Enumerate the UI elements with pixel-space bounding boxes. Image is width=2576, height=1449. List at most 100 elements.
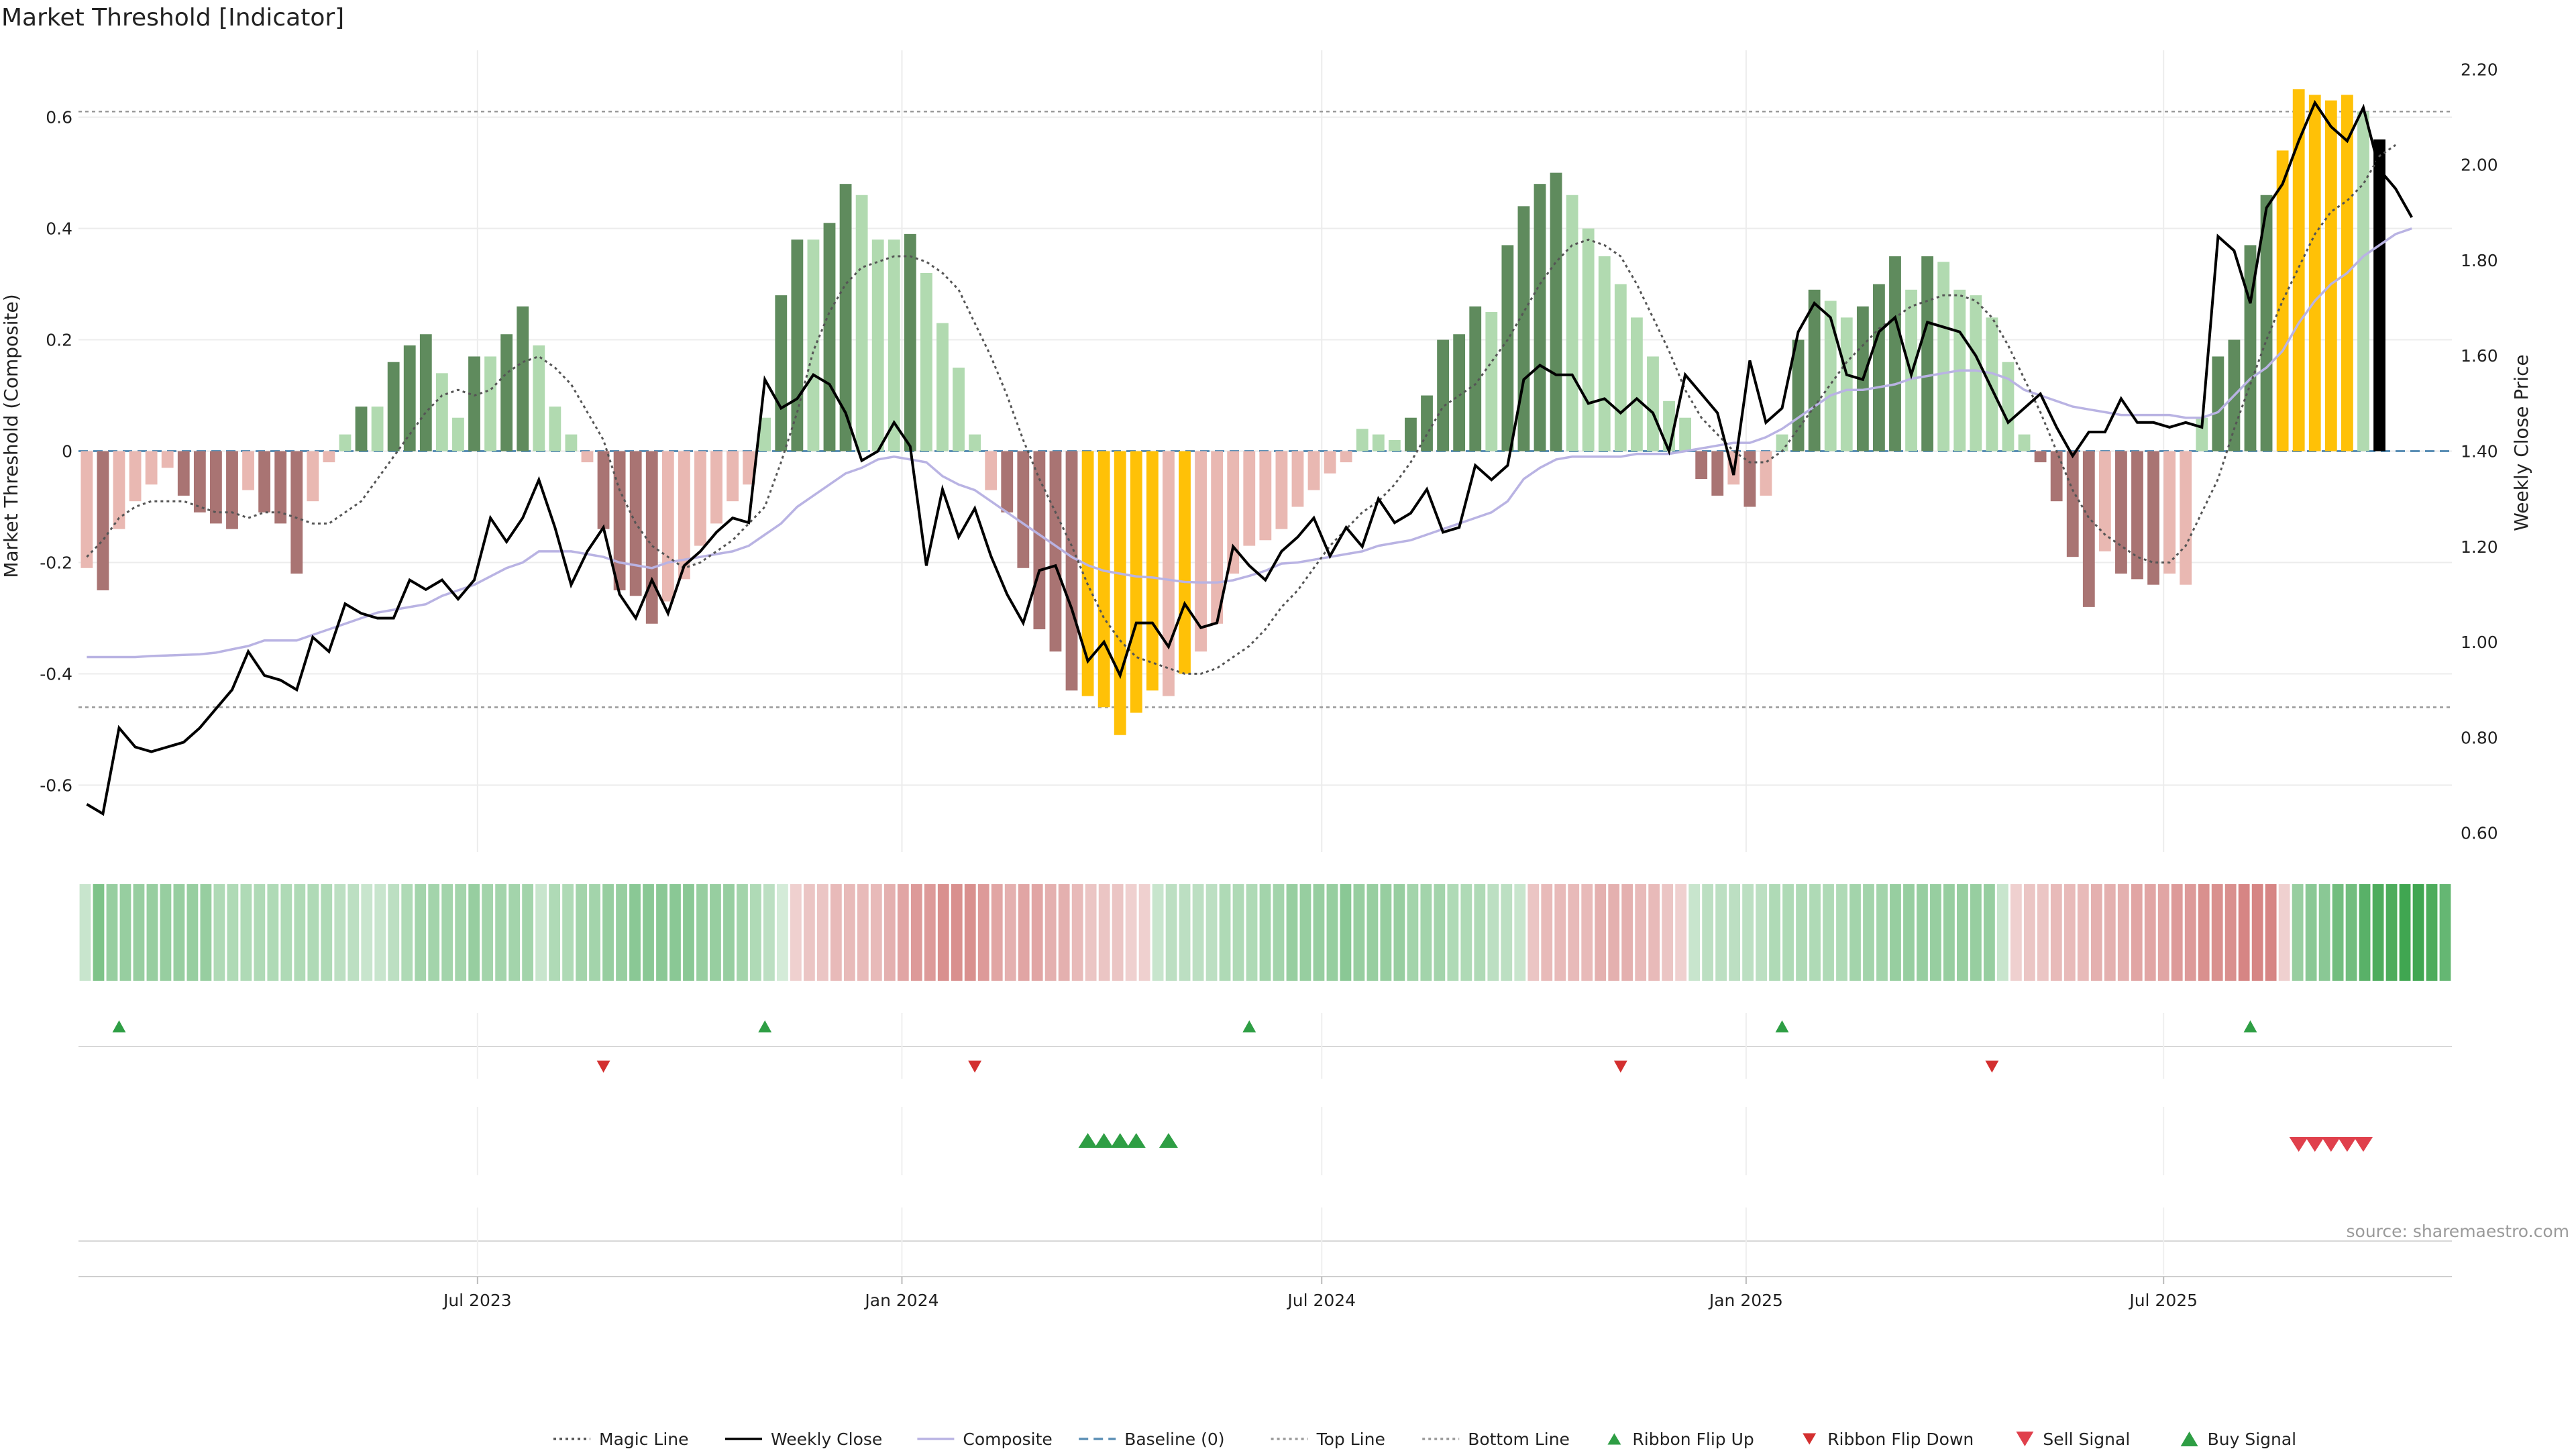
composite-bar [985,451,998,490]
ribbon-cell [1165,884,1177,981]
right-tick-label: 1.00 [2461,633,2498,652]
ribbon-cell [2063,884,2076,981]
ribbon-cell [1434,884,1446,981]
buy-signal-marker [1110,1133,1130,1148]
composite-bar [661,451,674,602]
composite-bar [791,239,804,451]
composite-bar [936,323,949,451]
composite-bar [1889,256,1901,451]
composite-bar [1453,334,1466,451]
composite-bar [2357,111,2369,451]
ribbon-cell [1568,884,1580,981]
ribbon-cell [910,884,922,981]
ribbon-cell [951,884,963,981]
composite-bar [1065,451,1078,691]
composite-bar [161,451,174,468]
ribbon-cell [750,884,761,981]
ribbon-cell [1729,884,1740,981]
composite-bar [1647,356,1659,451]
composite-bar [1388,439,1401,451]
composite-bar [2373,139,2385,451]
ribbon-flip-up-marker [1775,1020,1789,1032]
composite-bar [1437,339,1449,451]
composite-bar [533,345,545,451]
legend-item: Baseline (0) [1079,1430,1225,1449]
ribbon-cell [1004,884,1016,981]
ribbon-cell [267,884,279,981]
composite-bar [1324,451,1336,474]
composite-bar [1679,417,1692,451]
buy-signal-marker [1159,1133,1178,1148]
reference-lines [78,111,2452,708]
right-axis-label: Weekly Close Price [2510,354,2532,531]
ribbon-cell [1702,884,1714,981]
ribbon-cell [2439,884,2451,981]
composite-bar [1114,451,1126,735]
ribbon-cell [763,884,775,981]
composite-bar [1485,312,1498,451]
composite-bar [565,434,578,451]
ribbon-cell [2426,884,2438,981]
legend-swatch [1803,1433,1817,1445]
composite-bar [2131,451,2143,580]
ribbon-cell [240,884,252,981]
composite-bar [549,407,561,451]
composite-bar [1808,289,1821,451]
right-tick-label: 0.60 [2461,824,2498,843]
composite-bar [807,239,820,451]
ribbon-cell [2198,884,2210,981]
ribbon-cell [1608,884,1620,981]
legend-swatch [2016,1431,2034,1447]
composite-bar [1130,451,1142,713]
ribbon-flip-panel [78,1013,2452,1079]
weekly-close-line [86,100,2413,816]
ribbon-cell [1125,884,1137,981]
ribbon-cell [2171,884,2183,981]
ribbon-cell [2224,884,2237,981]
x-axis: Jul 2023 Jan 2024 Jul 2024 Jan 2025 Jul 2025 [78,1208,2452,1310]
composite-bar [1307,451,1320,490]
ribbon-cell [1420,884,1432,981]
composite-bar [1566,195,1578,451]
composite-bar [2292,89,2305,451]
composite-bar [2115,451,2127,574]
ribbon-cell [1635,884,1647,981]
ribbon-cell [602,884,614,981]
composite-line [87,227,2412,659]
ribbon-cell [535,884,547,981]
ribbon-cell [1903,884,1915,981]
composite-bar [274,451,287,524]
composite-bar [1017,451,1030,568]
composite-bar [1873,284,1885,451]
composite-bar [1405,417,1417,451]
ribbon-cell [2399,884,2411,981]
composite-bar [1421,395,1433,451]
ribbon-cell [1501,884,1513,981]
x-tick-label: Jul 2023 [442,1291,512,1310]
ribbon-cell [2332,884,2344,981]
composite-bar [1179,451,1191,674]
composite-bar [323,451,335,463]
ribbon-cell [2278,884,2290,981]
composite-bar [1534,184,1546,451]
composite-bar [2260,195,2273,451]
ribbon-cell [883,884,896,981]
composite-bar [839,184,852,451]
ribbon-cell [669,884,681,981]
x-tick-label: Jan 2024 [863,1291,938,1310]
ribbon-cell [1192,884,1204,981]
ribbon-cell [1393,884,1405,981]
ribbon-cell [2184,884,2196,981]
composite-bar [290,451,303,574]
composite-bar [1937,262,1950,451]
ribbon-cell [843,884,855,981]
ribbon-cell [1554,884,1566,981]
ribbon-cell [1232,884,1244,981]
ribbon-cell [1340,884,1352,981]
legend-item: Sell Signal [2016,1430,2130,1449]
composite-bar [727,451,739,502]
ribbon-cell [2305,884,2317,981]
ribbon-cell [455,884,467,981]
legend-label: Weekly Close [771,1430,882,1449]
ribbon-cell [576,884,587,981]
